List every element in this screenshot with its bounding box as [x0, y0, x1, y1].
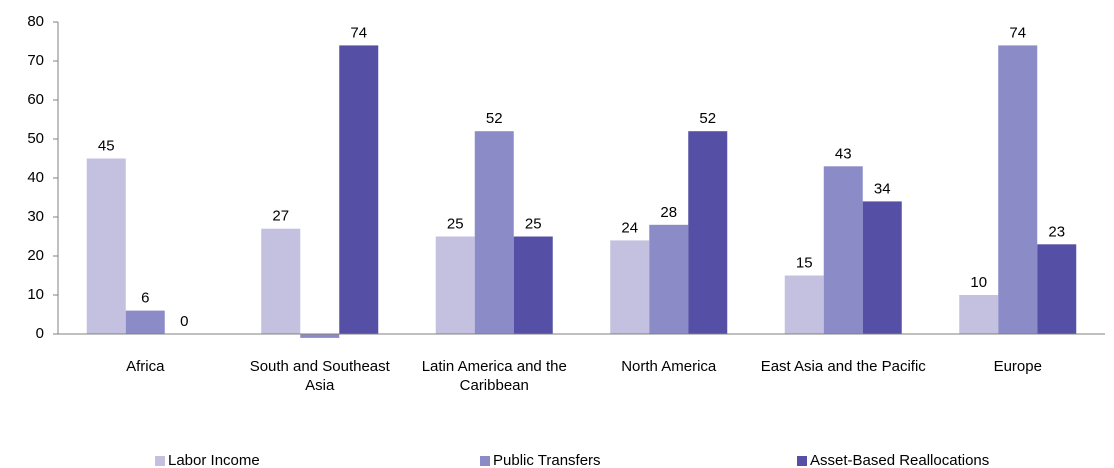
legend-item: Asset-Based Reallocations: [797, 452, 989, 468]
legend-swatch: [480, 455, 490, 466]
y-tick-label: 10: [27, 286, 44, 303]
value-label: 25: [525, 215, 542, 232]
legend-swatch: [155, 455, 165, 466]
value-label: 6: [141, 290, 149, 307]
x-tick-label: Europe: [993, 358, 1042, 375]
legend-label: Labor Income: [168, 452, 260, 468]
value-label: 10: [970, 274, 987, 291]
bar: [513, 236, 553, 334]
value-label: 74: [350, 24, 367, 41]
legend-item: Public Transfers: [480, 452, 601, 468]
bar: [474, 131, 514, 334]
bar: [784, 275, 824, 334]
y-tick-label: 80: [27, 13, 44, 30]
bar: [300, 334, 340, 338]
x-tick-label: Africa: [126, 358, 165, 375]
value-label: 45: [98, 137, 115, 154]
value-label: 25: [447, 215, 464, 232]
bar: [649, 224, 689, 334]
value-label: 27: [272, 208, 289, 225]
bar: [86, 158, 126, 334]
y-tick-label: 60: [27, 91, 44, 108]
y-tick-label: 0: [36, 325, 44, 342]
legend-label: Asset-Based Reallocations: [810, 452, 990, 468]
x-tick-label: North America: [621, 358, 717, 375]
y-tick-label: 50: [27, 130, 44, 147]
x-tick-label: South and Southeast Asia: [249, 358, 390, 394]
bar: [610, 240, 650, 334]
legend-swatch: [797, 455, 807, 466]
bar: [1037, 244, 1077, 334]
y-tick-label: 40: [27, 169, 44, 186]
bar: [339, 45, 379, 335]
bar: [125, 310, 165, 334]
y-tick-label: 30: [27, 208, 44, 225]
bar: [261, 228, 301, 334]
legend-label: Public Transfers: [493, 452, 601, 468]
x-tick-label: East Asia and the Pacific: [760, 358, 926, 375]
bar: [862, 201, 902, 334]
bar: [435, 236, 475, 334]
value-label: 43: [835, 145, 852, 162]
value-label: 52: [486, 110, 503, 127]
value-label: 52: [699, 110, 716, 127]
bar: [998, 45, 1038, 335]
value-label: 28: [660, 204, 677, 221]
value-label: 23: [1048, 223, 1065, 240]
bar: [959, 295, 999, 334]
value-label: 74: [1009, 24, 1026, 41]
x-tick-label: Latin America and the Caribbean: [421, 358, 567, 394]
y-tick-label: 70: [27, 52, 44, 69]
value-label: 15: [796, 254, 813, 271]
bar: [688, 131, 728, 334]
value-label: 24: [621, 219, 638, 236]
legend-item: Labor Income: [155, 452, 260, 468]
y-tick-label: 20: [27, 247, 44, 264]
value-label: 0: [180, 313, 188, 330]
value-label: 34: [874, 180, 891, 197]
bar: [823, 166, 863, 334]
